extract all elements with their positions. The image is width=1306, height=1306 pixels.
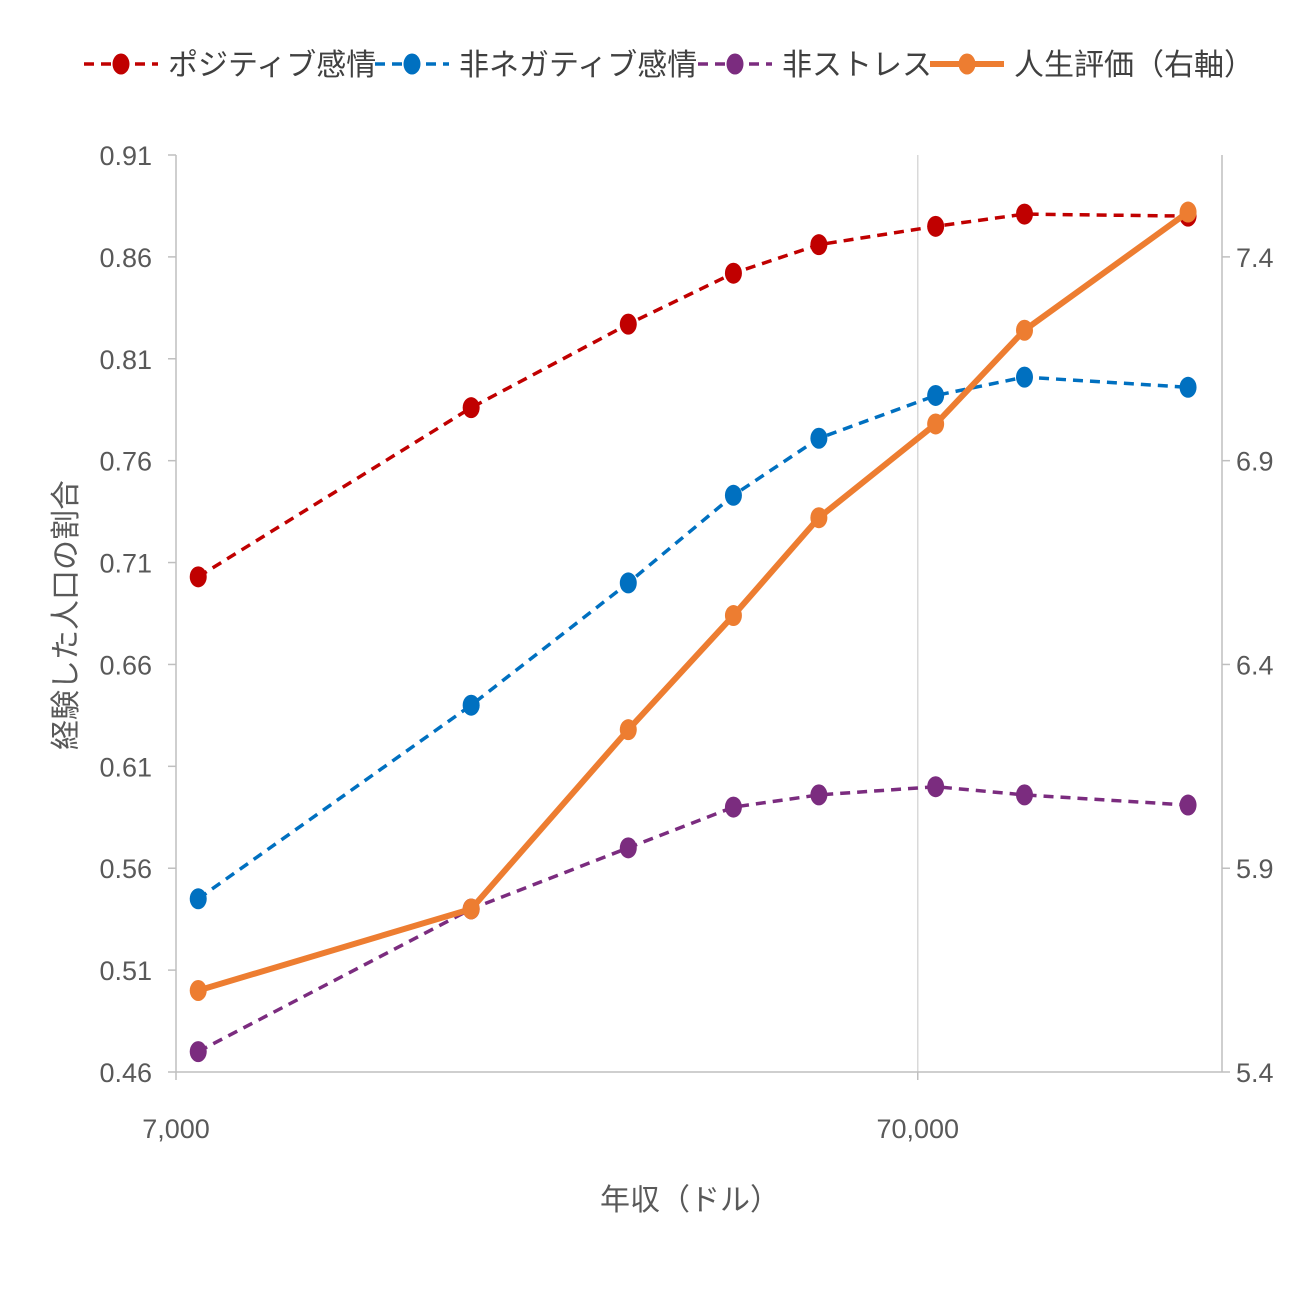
data-point [810, 234, 828, 256]
data-point [724, 605, 742, 627]
y-tick-label: 0.66 [99, 650, 152, 680]
y-tick-label: 0.61 [99, 752, 152, 782]
data-point [810, 507, 828, 529]
data-point [189, 979, 207, 1001]
legend-marker [726, 53, 744, 75]
x-axis-title: 年収（ドル） [600, 1183, 780, 1218]
data-point [1015, 366, 1033, 388]
data-point [1015, 319, 1033, 341]
legend: ポジティブ感情 非ネガティブ感情 非ストレス 人生評価（右軸） [84, 48, 1254, 83]
data-point [724, 262, 742, 284]
data-point [619, 837, 637, 859]
y-tick-label: 0.91 [99, 141, 152, 171]
series-line [197, 212, 1189, 579]
y-tick-label: 0.86 [99, 243, 152, 273]
legend-item-4: 人生評価（右軸） [930, 48, 1254, 83]
legend-label: 人生評価（右軸） [1014, 48, 1254, 83]
series-1 [189, 203, 1197, 588]
axes: 0.46 0.51 0.56 0.61 0.66 0.71 0.76 0.81 0.86 0.91… [99, 141, 1273, 1144]
data-point [1179, 376, 1197, 398]
legend-item-1: ポジティブ感情 [84, 48, 376, 83]
data-point [927, 384, 945, 406]
data-point [810, 784, 828, 806]
legend-item-2: 非ネガティブ感情 [375, 48, 697, 83]
y2-tick-label: 7.4 [1236, 243, 1274, 273]
data-point [1179, 201, 1197, 223]
legend-label: ポジティブ感情 [168, 48, 376, 83]
data-point [462, 898, 480, 920]
series-3 [189, 776, 1197, 1063]
y-tick-label: 0.71 [99, 549, 152, 579]
data-point [462, 694, 480, 716]
data-point [724, 484, 742, 506]
legend-label: 非ストレス [782, 48, 932, 83]
legend-label: 非ネガティブ感情 [459, 48, 697, 83]
data-point [724, 796, 742, 818]
series-line [195, 209, 1192, 994]
y-tick-label: 0.76 [99, 447, 152, 477]
y-tick-label: 0.56 [99, 854, 152, 884]
data-point [189, 566, 207, 588]
data-point [927, 413, 945, 435]
y-axis-title: 経験した人口の割合 [49, 480, 84, 750]
data-point [619, 313, 637, 335]
data-point [927, 776, 945, 798]
y-tick-label: 0.81 [99, 345, 152, 375]
series-line [197, 375, 1189, 901]
data-point [619, 572, 637, 594]
y-tick-label: 0.51 [99, 956, 152, 986]
y-tick-label: 0.46 [99, 1058, 152, 1088]
y2-tick-label: 5.4 [1236, 1058, 1274, 1088]
data-point [189, 1041, 207, 1063]
data-point [189, 888, 207, 910]
data-point [1015, 784, 1033, 806]
data-point [619, 719, 637, 741]
y2-tick-label: 6.9 [1236, 447, 1274, 477]
data-point [1015, 203, 1033, 225]
data-point [927, 215, 945, 237]
x-tick-label: 7,000 [142, 1114, 210, 1144]
series-group [189, 201, 1197, 1063]
legend-marker [403, 53, 421, 75]
data-point [810, 427, 828, 449]
data-point [1179, 794, 1197, 816]
data-point [462, 397, 480, 419]
y2-tick-label: 5.9 [1236, 854, 1274, 884]
x-tick-label: 70,000 [876, 1114, 959, 1144]
series-4 [189, 201, 1197, 1001]
legend-marker [112, 53, 130, 75]
y2-tick-label: 6.4 [1236, 650, 1274, 680]
series-2 [189, 366, 1197, 910]
series-line [197, 784, 1189, 1054]
legend-marker [958, 53, 976, 75]
legend-item-3: 非ストレス [698, 48, 932, 83]
